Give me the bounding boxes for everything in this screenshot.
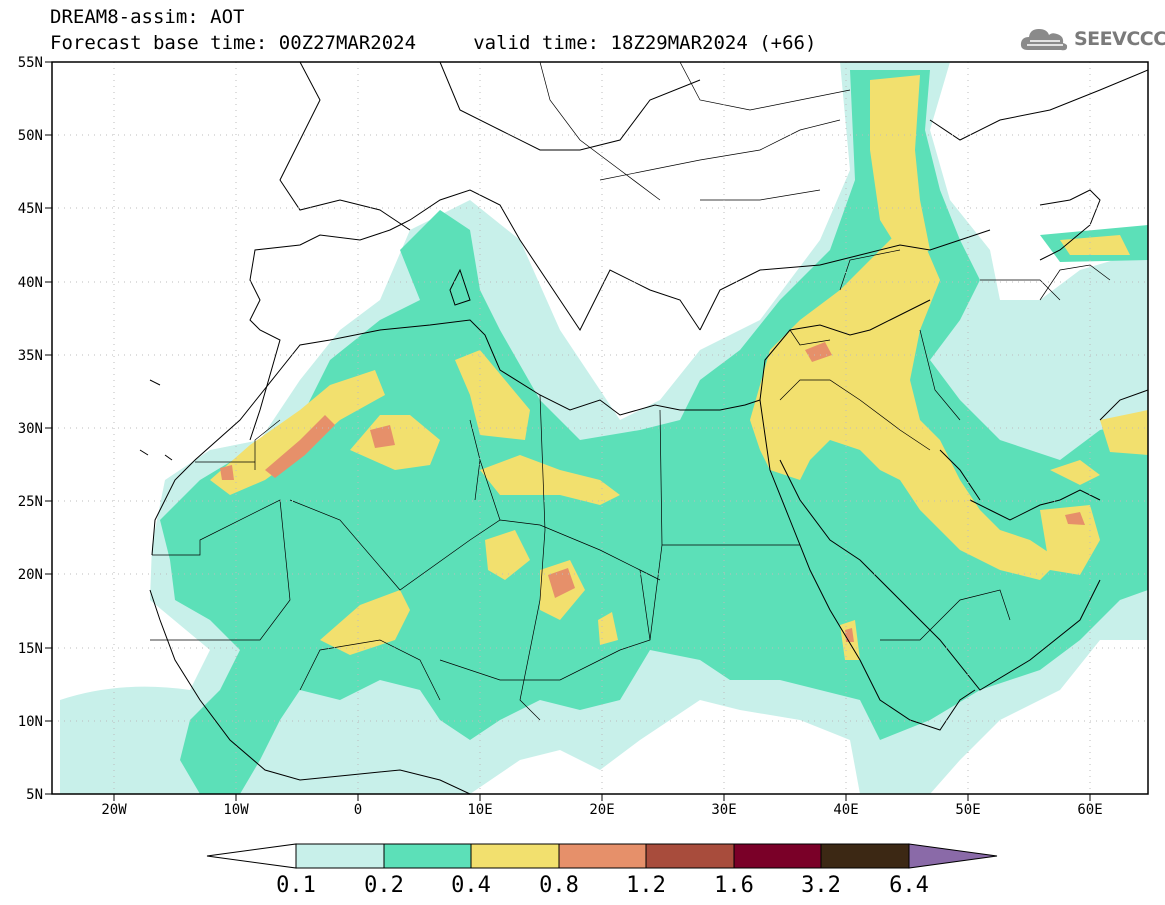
lat-label: 30N <box>18 421 43 437</box>
lat-labels: 55N 50N 45N 40N 35N 30N 25N 20N 15N 10N … <box>18 55 43 803</box>
logo-text: SEEVCCC <box>1074 28 1165 50</box>
lon-label: 30E <box>711 802 736 818</box>
colorbar-label: 1.2 <box>626 873 666 898</box>
lat-label: 55N <box>18 55 43 71</box>
cloud-icon <box>1020 29 1068 51</box>
colorbar-swatch <box>470 843 560 869</box>
lon-label: 20W <box>101 802 127 818</box>
colorbar-label: 0.8 <box>539 873 579 898</box>
colorbar-label: 0.4 <box>451 873 491 898</box>
colorbar-label: 0.1 <box>276 873 316 898</box>
lon-label: 20E <box>589 802 614 818</box>
colorbar-swatch <box>295 843 385 869</box>
lat-label: 10N <box>18 714 43 730</box>
lon-label: 50E <box>955 802 980 818</box>
colorbar-label: 1.6 <box>714 873 754 898</box>
lat-label: 20N <box>18 567 43 583</box>
lat-label: 50N <box>18 128 43 144</box>
map-title: DREAM8-assim: AOT <box>50 6 245 28</box>
logo: SEEVCCC <box>1018 24 1165 54</box>
colorbar-low-arrow <box>206 843 297 869</box>
aot-band-0.4-0.8 <box>210 75 1148 660</box>
borders <box>150 62 1111 721</box>
lon-label: 10W <box>223 802 249 818</box>
lat-label: 35N <box>18 348 43 364</box>
colorbar-label: 6.4 <box>889 873 929 898</box>
lat-label: 15N <box>18 641 43 657</box>
colorbar-labels: 0.1 0.2 0.4 0.8 1.2 1.6 3.2 6.4 <box>276 873 929 898</box>
aot-field <box>60 62 1148 794</box>
colorbar-swatch <box>558 843 647 869</box>
graticule <box>52 62 1148 794</box>
colorbar-high-arrow <box>908 843 998 869</box>
lat-label: 5N <box>26 787 43 803</box>
lon-label: 10E <box>467 802 492 818</box>
colorbar-swatch <box>645 843 735 869</box>
lon-label: 40E <box>833 802 858 818</box>
colorbar-label: 3.2 <box>801 873 841 898</box>
lat-label: 45N <box>18 201 43 217</box>
colorbar-swatch <box>733 843 822 869</box>
lon-label: 60E <box>1077 802 1102 818</box>
colorbar-swatch <box>820 843 910 869</box>
lat-label: 40N <box>18 275 43 291</box>
colorbar <box>206 843 998 869</box>
lon-labels: 20W 10W 0 10E 20E 30E 40E 50E 60E <box>101 802 1102 818</box>
lat-label: 25N <box>18 494 43 510</box>
aot-band-0.8-1.2 <box>220 342 1085 642</box>
coastlines <box>139 62 1148 794</box>
colorbar-swatch <box>383 843 472 869</box>
lon-label: 0 <box>354 802 362 818</box>
forecast-times: Forecast base time: 00Z27MAR2024 valid t… <box>50 32 817 54</box>
colorbar-label: 0.2 <box>364 873 404 898</box>
tick-marks <box>45 61 1091 801</box>
